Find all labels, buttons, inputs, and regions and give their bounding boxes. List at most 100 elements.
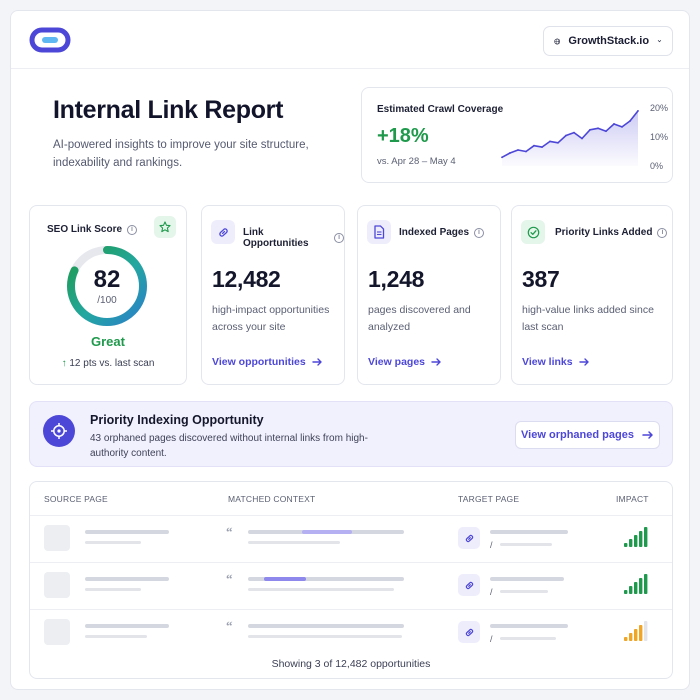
crawl-coverage-range: vs. Apr 28 – May 4: [377, 156, 456, 167]
view-orphaned-pages-label: View orphaned pages: [521, 429, 634, 441]
context-line-placeholder: [248, 624, 404, 628]
chart-data-point: [629, 120, 631, 122]
chart-area-fill: [502, 110, 638, 166]
target-url-placeholder: [500, 590, 548, 593]
source-url-placeholder: [85, 541, 141, 544]
arrow-right-icon: [312, 358, 322, 366]
link-icon[interactable]: [458, 527, 480, 549]
crawl-coverage-card: Estimated Crawl Coverage +18% vs. Apr 28…: [361, 87, 673, 183]
top-bar: GrowthStack.io: [11, 11, 689, 69]
column-header-context: MATCHED CONTEXT: [228, 494, 316, 504]
link-icon[interactable]: [458, 621, 480, 643]
page-subtitle: AI-powered insights to improve your site…: [53, 139, 309, 169]
target-title-placeholder: [490, 577, 564, 581]
impact-bar: [634, 629, 638, 641]
impact-bar: [639, 625, 643, 641]
priority-links-title: Priority Links Added i: [555, 227, 668, 238]
banner-desc: 43 orphaned pages discovered without int…: [90, 433, 368, 459]
link-opportunities-label: Link Opportunities: [243, 227, 309, 249]
column-header-impact: IMPACT: [616, 494, 649, 504]
indexed-pages-value: 1,248: [368, 266, 425, 292]
seo-score-label: SEO Link Score: [47, 224, 123, 235]
page-thumbnail-icon: [44, 619, 70, 645]
score-delta-text: 12 pts vs. last scan: [69, 358, 155, 369]
target-title-placeholder: [490, 624, 568, 628]
source-title-placeholder: [85, 530, 169, 534]
context-highlight: [264, 577, 306, 581]
priority-indexing-banner: Priority Indexing Opportunity 43 orphane…: [29, 401, 673, 467]
priority-links-label: Priority Links Added: [555, 227, 653, 238]
score-rating: Great: [91, 334, 125, 349]
source-title-placeholder: [85, 577, 169, 581]
score-gauge: 82 /100: [65, 244, 149, 328]
page-title: Internal Link Report: [53, 96, 284, 124]
site-selector[interactable]: GrowthStack.io: [543, 26, 673, 56]
chart-data-point: [501, 156, 503, 159]
view-links-label: View links: [522, 356, 573, 368]
source-url-placeholder: [85, 588, 141, 591]
table-row[interactable]: “ /: [30, 609, 672, 653]
link-opportunities-desc: high-impact opportunities across your si…: [212, 304, 330, 333]
opportunities-table: SOURCE PAGE MATCHED CONTEXT TARGET PAGE …: [29, 481, 673, 679]
target-icon: [43, 415, 75, 447]
chart-data-point: [565, 134, 567, 137]
table-row[interactable]: “ /: [30, 562, 672, 606]
indexed-pages-desc: pages discovered and analyzed: [368, 304, 471, 333]
score-gauge-fill: [67, 246, 147, 326]
target-url-placeholder: [500, 543, 552, 546]
info-icon[interactable]: i: [127, 224, 138, 235]
impact-bars-icon: [624, 527, 648, 547]
y-tick-label: 0%: [650, 161, 663, 171]
quote-icon: “: [226, 571, 233, 586]
crawl-coverage-value: +18%: [377, 125, 429, 147]
chart-data-point: [621, 125, 623, 128]
impact-bar: [624, 637, 628, 641]
impact-bar: [644, 574, 648, 594]
link-logo-icon[interactable]: [29, 27, 71, 53]
view-opportunities-link[interactable]: View opportunities: [212, 356, 323, 368]
target-path-prefix: /: [490, 634, 493, 644]
link-icon[interactable]: [458, 574, 480, 596]
view-orphaned-pages-button[interactable]: View orphaned pages: [515, 421, 660, 449]
view-links-link[interactable]: View links: [522, 356, 590, 368]
chart-data-point: [557, 141, 559, 144]
context-line-placeholder: [248, 588, 394, 591]
context-line-placeholder: [248, 635, 402, 638]
impact-bar: [639, 578, 643, 594]
arrow-right-icon: [642, 431, 653, 439]
impact-bar: [629, 633, 633, 641]
priority-links-desc: high-value links added since last scan: [522, 304, 654, 333]
info-icon[interactable]: i: [334, 233, 344, 243]
impact-bar: [644, 621, 648, 641]
chart-data-point: [549, 140, 551, 143]
table-row[interactable]: “ /: [30, 515, 672, 559]
source-title-placeholder: [85, 624, 169, 628]
chart-data-point: [533, 144, 535, 147]
column-header-source: SOURCE PAGE: [44, 494, 108, 504]
chart-data-point: [517, 149, 519, 151]
chart-data-point: [613, 123, 615, 125]
chart-data-point: [573, 131, 575, 134]
check-circle-icon: [521, 220, 545, 244]
priority-links-card: Priority Links Added i 387 high-value li…: [511, 205, 673, 385]
indexed-pages-label: Indexed Pages: [399, 227, 470, 238]
view-pages-link[interactable]: View pages: [368, 356, 442, 368]
site-name: GrowthStack.io: [568, 35, 650, 47]
impact-bar: [634, 535, 638, 547]
quote-icon: “: [226, 524, 233, 539]
star-icon[interactable]: [154, 216, 176, 238]
impact-bar: [624, 543, 628, 547]
link-opportunities-title: Link Opportunities i: [243, 227, 344, 249]
impact-bars-icon: [624, 621, 648, 641]
context-line-placeholder: [248, 577, 404, 581]
view-pages-label: View pages: [368, 356, 426, 368]
impact-bar: [629, 586, 633, 594]
info-icon[interactable]: i: [657, 227, 668, 238]
info-icon[interactable]: i: [474, 227, 485, 238]
crawl-coverage-label: Estimated Crawl Coverage: [377, 104, 504, 115]
page-thumbnail-icon: [44, 525, 70, 551]
chart-data-point: [525, 150, 527, 153]
chart-data-point: [541, 146, 543, 149]
crawl-coverage-chart: 20% 10% 0%: [501, 103, 668, 171]
chart-series-line: [501, 110, 639, 159]
